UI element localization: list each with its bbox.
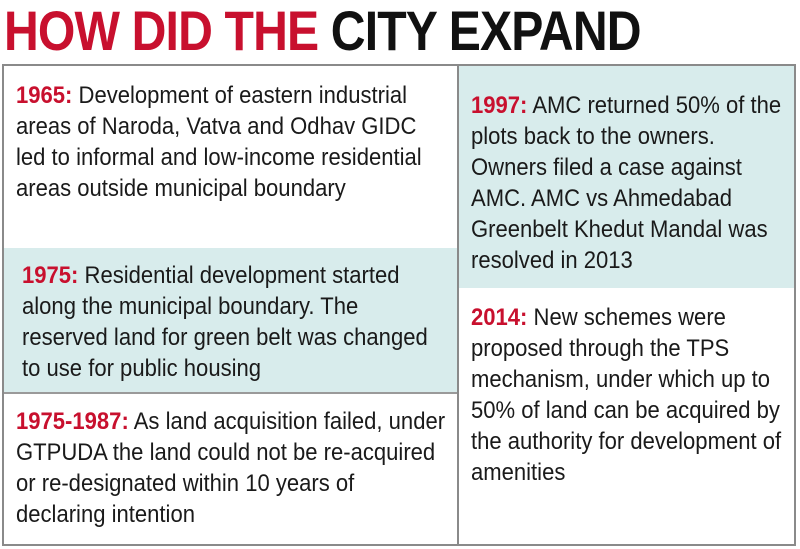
- entry-1997-year: 1997:: [471, 92, 528, 119]
- entry-1975-1987-text: As land acquisition failed, under GTPUDA…: [16, 408, 446, 528]
- entry-1997-body: 1997: AMC returned 50% of the plots back…: [471, 90, 784, 276]
- left-separator: [4, 392, 457, 394]
- timeline-frame: 1965: Development of eastern industrial …: [2, 64, 796, 546]
- entry-1965-body: 1965: Development of eastern industrial …: [16, 80, 446, 204]
- entry-1965: 1965: Development of eastern industrial …: [16, 80, 446, 250]
- entry-2014-year: 2014:: [471, 304, 528, 331]
- entry-1975-text: Residential development started along th…: [22, 262, 428, 382]
- column-divider: [457, 66, 459, 544]
- headline-part-red: HOW DID THE: [4, 0, 331, 62]
- entry-1975-body: 1975: Residential development started al…: [22, 260, 447, 384]
- entry-1975-1987-body: 1975-1987: As land acquisition failed, u…: [16, 406, 450, 530]
- entry-1965-text: Development of eastern industrial areas …: [16, 82, 422, 202]
- headline: HOW DID THE CITY EXPAND: [4, 0, 642, 62]
- entry-1997-text: AMC returned 50% of the plots back to th…: [471, 92, 782, 274]
- entry-1965-year: 1965:: [16, 82, 73, 109]
- entry-1975-1987: 1975-1987: As land acquisition failed, u…: [16, 406, 450, 540]
- entry-1975: 1975: Residential development started al…: [4, 248, 457, 392]
- entry-1975-year: 1975:: [22, 262, 79, 289]
- entry-1975-1987-year: 1975-1987:: [16, 408, 129, 435]
- entry-2014-text: New schemes were proposed through the TP…: [471, 304, 782, 486]
- entry-2014-body: 2014: New schemes were proposed through …: [471, 302, 791, 488]
- entry-1997: 1997: AMC returned 50% of the plots back…: [459, 66, 794, 288]
- entry-2014: 2014: New schemes were proposed through …: [471, 302, 791, 542]
- headline-part-black: CITY EXPAND: [330, 0, 642, 62]
